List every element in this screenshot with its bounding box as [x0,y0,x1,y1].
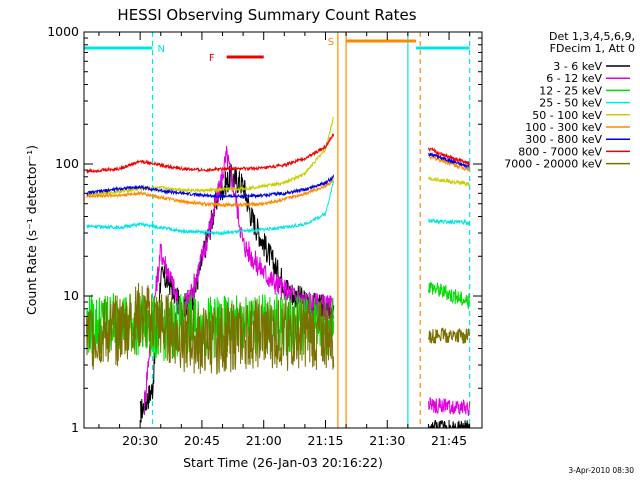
y-tick-label-1: 10 [63,288,79,303]
x-axis-label: Start Time (26-Jan-03 20:16:22) [183,455,383,470]
legend-label-50-100-kev: 50 - 100 keV [532,109,602,122]
x-tick-label-3: 21:15 [307,433,343,448]
legend-label-7000-20000-kev: 7000 - 20000 keV [504,158,602,171]
y-tick-label-3: 1000 [47,24,79,39]
post-gap-line-800-7000-kev [428,146,471,166]
legend-label-300-800-kev: 300 - 800 keV [525,133,602,146]
legend-header-1: FDecim 1, Att 0 [550,42,635,55]
y-tick-label-2: 100 [55,156,79,171]
series-line-25-50-kev [86,180,335,236]
post-gap-line-25-50-kev [428,218,471,226]
x-tick-label-4: 21:30 [369,433,405,448]
x-axis: 20:30 20:45 21:00 21:15 21:30 21:45 [98,32,471,448]
post-gap-line-12-25-kev [428,282,471,310]
y-axis-label: Count Rate (s⁻¹ detector⁻¹) [24,145,39,315]
x-tick-label-5: 21:45 [431,433,467,448]
y-axis: 1 10 100 1000 [47,24,482,435]
y-tick-label-0: 1 [71,420,79,435]
plot-area: N F S [84,32,471,430]
flag-label-n: N [158,44,165,55]
x-tick-label-0: 20:30 [122,433,158,448]
post-gap-line-7000-20000-kev [428,327,471,344]
post-gap-line-50-100-kev [428,175,470,187]
x-tick-label-2: 21:00 [246,433,282,448]
legend-label-800-7000-kev: 800 - 7000 keV [518,145,602,158]
legend-label-12-25-kev: 12 - 25 keV [539,84,602,97]
x-tick-label-1: 20:45 [184,433,220,448]
series-line-7000-20000-kev [86,282,335,375]
legend-header-0: Det 1,3,4,5,6,9, [549,30,635,43]
legend: Det 1,3,4,5,6,9,FDecim 1, Att 0 3 - 6 keV… [504,30,635,171]
post-gap-line-300-800-kev [428,152,470,170]
legend-label-3-6-kev: 3 - 6 keV [553,60,602,73]
flag-label-s: S [328,37,334,48]
series-line-300-800-kev [86,174,335,200]
chart-title: HESSI Observing Summary Count Rates [117,6,416,24]
post-gap-line-100-300-kev [428,154,471,172]
series-line-100-300-kev [86,178,335,208]
series-line-3-6-kev [139,164,335,423]
series-line-800-7000-kev [86,133,335,174]
series-line-6-12-kev [143,145,335,414]
flag-label-f: F [209,53,215,64]
series-line-50-100-kev [86,116,334,198]
post-gap-line-6-12-kev [428,397,471,417]
legend-label-6-12-kev: 6 - 12 keV [546,72,602,85]
legend-label-25-50-kev: 25 - 50 keV [539,97,602,110]
legend-label-100-300-kev: 100 - 300 keV [525,121,602,134]
plot-frame [83,31,483,429]
footer-timestamp: 3-Apr-2010 08:30 [568,466,634,475]
